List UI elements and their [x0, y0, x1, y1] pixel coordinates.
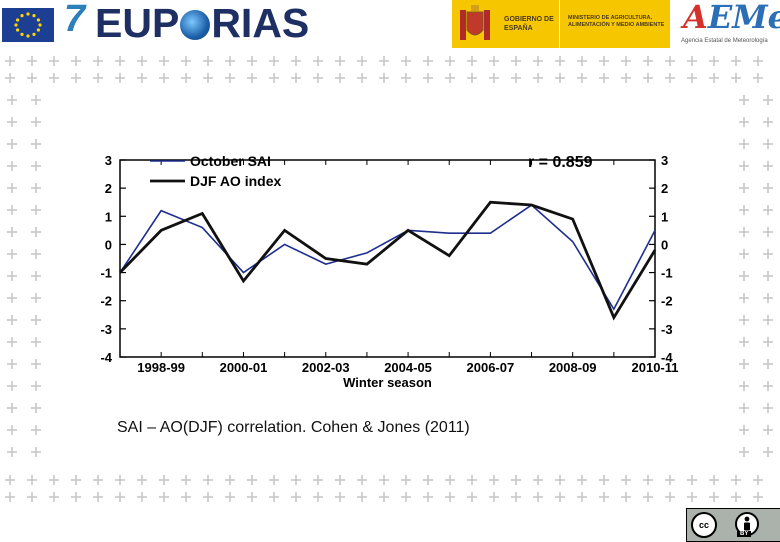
y-tick-label-right: 0: [661, 237, 668, 252]
y-tick-label-left: -1: [100, 266, 112, 281]
y-tick-label-right: 1: [661, 209, 668, 224]
aemet-subtitle: Agencia Estatal de Meteorología: [681, 38, 768, 44]
legend-label: October SAI: [190, 153, 271, 169]
globe-icon: [180, 10, 211, 40]
x-tick-label: 2006-07: [467, 360, 515, 375]
y-tick-label-right: -1: [661, 266, 673, 281]
sai-ao-chart: 3 3 2 2 1 1 0 0 -1 -1 -2 -2 -3 -3 -4 -4 1998-99 2000-01 20…: [85, 140, 685, 400]
series-line-october-sai: [119, 204, 656, 311]
cc-icon: cc: [691, 512, 717, 538]
coat-of-arms-icon: [460, 5, 490, 40]
x-axis-label: Winter season: [343, 375, 432, 390]
ministry-text: MINISTERIO DE AGRICULTURA, ALIMENTACIÓN …: [568, 15, 665, 28]
y-tick-label-right: -4: [661, 350, 673, 365]
x-tick-label: 2008-09: [549, 360, 597, 375]
header-logo-bar: 7 EUP RIAS GOBIERNO DE ESPAÑA MINISTERIO …: [0, 0, 780, 52]
by-label: BY: [737, 531, 752, 537]
plot-frame: [119, 159, 656, 358]
series-line-djf-ao: [118, 200, 657, 321]
figure-caption: SAI – AO(DJF) correlation. Cohen & Jones…: [117, 419, 470, 436]
cc-by-license-badge[interactable]: cc BY: [686, 508, 780, 542]
aemet-logo: AEMet Agencia Estatal de Meteorología: [681, 0, 780, 44]
fp7-logo: 7: [64, 0, 86, 40]
y-tick-label-left: -2: [100, 294, 112, 309]
gobierno-espana-logo: GOBIERNO DE ESPAÑA: [452, 0, 559, 48]
correlation-annotation: r = 0.859: [528, 154, 593, 171]
y-tick-label-left: -4: [100, 350, 112, 365]
x-tick-label: 2000-01: [220, 360, 268, 375]
plus-pattern-group: [5, 56, 773, 502]
y-tick-label-right: 2: [661, 181, 668, 196]
y-tick-label-left: 1: [105, 209, 112, 224]
x-tick-label: 1998-99: [137, 360, 185, 375]
chart-canvas: 3 3 2 2 1 1 0 0 -1 -1 -2 -2 -3 -3 -4 -4 1998-99 2000-01 20…: [100, 153, 679, 390]
ministry-logo: MINISTERIO DE AGRICULTURA, ALIMENTACIÓN …: [560, 0, 670, 48]
y-tick-label-left: 2: [105, 181, 112, 196]
y-tick-label-left: 3: [105, 153, 112, 168]
y-tick-label-left: 0: [105, 237, 112, 252]
y-tick-label-right: 3: [661, 153, 668, 168]
y-tick-label-right: -2: [661, 294, 673, 309]
x-tick-label: 2004-05: [384, 360, 432, 375]
euporias-logo: EUP RIAS: [95, 0, 310, 46]
x-tick-label: 2010-11: [632, 360, 679, 375]
y-tick-label-left: -3: [100, 322, 112, 337]
legend-label: DJF AO index: [190, 173, 281, 189]
eu-flag-logo: [2, 8, 54, 42]
y-tick-label-right: -3: [661, 322, 673, 337]
x-tick-label: 2002-03: [302, 360, 350, 375]
gobierno-text: GOBIERNO DE ESPAÑA: [504, 16, 554, 32]
